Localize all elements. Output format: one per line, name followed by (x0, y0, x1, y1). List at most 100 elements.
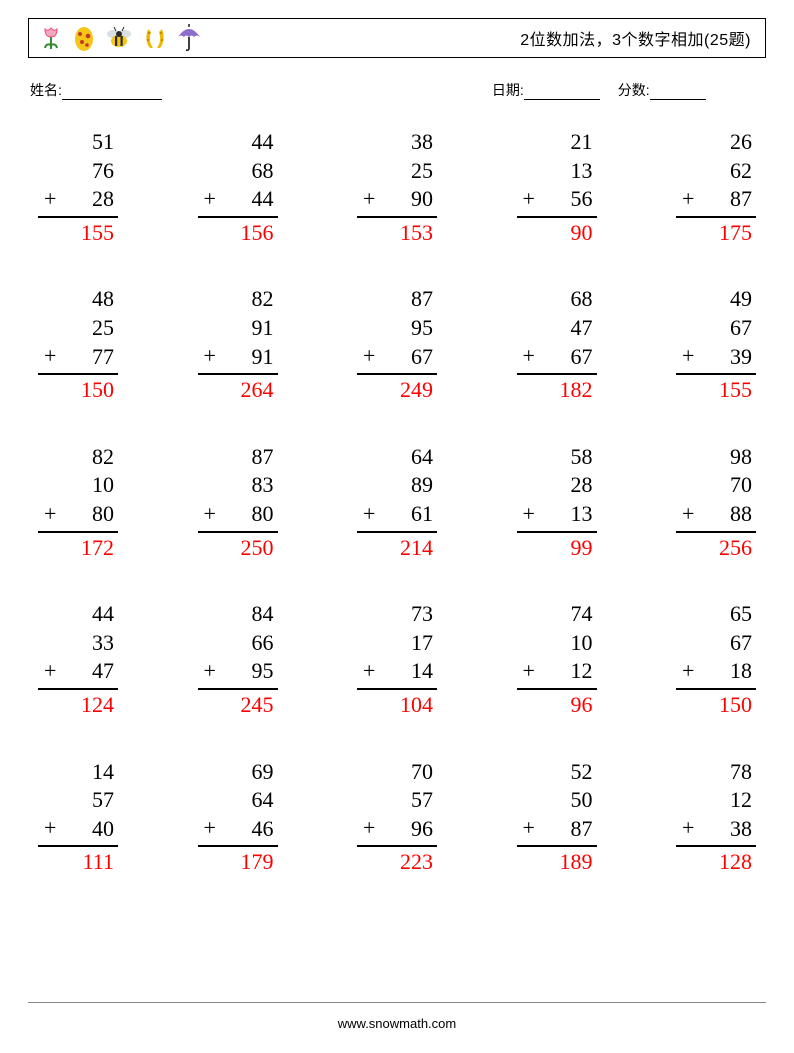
answer: 256 (676, 533, 756, 563)
problem: 8466+95245 (198, 600, 278, 719)
problem: 7410+1296 (517, 600, 597, 719)
worksheet-title: 2位数加法，3个数字相加(25题) (520, 26, 751, 50)
problem: 5176+28155 (38, 128, 118, 247)
addend-3: 14 (411, 657, 433, 686)
addend-3: 67 (571, 343, 593, 372)
addend-1: 64 (357, 443, 437, 472)
addend-3: 96 (411, 815, 433, 844)
addend-2: 10 (38, 471, 118, 500)
addend-3: 67 (411, 343, 433, 372)
operator: + (682, 660, 694, 686)
operator: + (204, 817, 216, 843)
operator: + (363, 817, 375, 843)
operator: + (523, 660, 535, 686)
addend-2: 70 (676, 471, 756, 500)
addend-last-line: +95 (198, 657, 278, 690)
addend-3: 12 (571, 657, 593, 686)
problem: 6847+67182 (517, 285, 597, 404)
addend-3: 91 (252, 343, 274, 372)
addend-last-line: +96 (357, 815, 437, 848)
addend-1: 51 (38, 128, 118, 157)
date-field: 日期: (492, 80, 600, 100)
answer: 245 (198, 690, 278, 720)
operator: + (682, 817, 694, 843)
operator: + (44, 660, 56, 686)
operator: + (363, 503, 375, 529)
addend-1: 82 (198, 285, 278, 314)
addend-2: 68 (198, 157, 278, 186)
answer: 189 (517, 847, 597, 877)
ladybug-icon (71, 23, 97, 53)
addend-last-line: +14 (357, 657, 437, 690)
operator: + (682, 345, 694, 371)
answer: 172 (38, 533, 118, 563)
page-divider (28, 1002, 766, 1003)
problem-row: 4433+471248466+952457317+141047410+12966… (38, 600, 756, 719)
addend-last-line: +38 (676, 815, 756, 848)
addend-last-line: +56 (517, 185, 597, 218)
operator: + (44, 817, 56, 843)
addend-3: 44 (252, 185, 274, 214)
addend-1: 87 (198, 443, 278, 472)
operator: + (44, 503, 56, 529)
addend-3: 61 (411, 500, 433, 529)
operator: + (523, 345, 535, 371)
addend-last-line: +40 (38, 815, 118, 848)
addend-2: 89 (357, 471, 437, 500)
problem: 7057+96223 (357, 758, 437, 877)
problem: 8783+80250 (198, 443, 278, 562)
addend-2: 12 (676, 786, 756, 815)
addend-3: 88 (730, 500, 752, 529)
info-row: 姓名: 日期: 分数: (28, 80, 766, 100)
addend-1: 65 (676, 600, 756, 629)
name-line[interactable] (62, 83, 162, 100)
addend-2: 83 (198, 471, 278, 500)
operator: + (363, 188, 375, 214)
answer: 249 (357, 375, 437, 405)
problem: 5828+1399 (517, 443, 597, 562)
addend-last-line: +67 (517, 343, 597, 376)
problems-grid: 5176+281554468+441563825+901532113+56902… (28, 128, 766, 877)
addend-1: 21 (517, 128, 597, 157)
operator: + (204, 660, 216, 686)
answer: 214 (357, 533, 437, 563)
addend-2: 25 (357, 157, 437, 186)
addend-1: 78 (676, 758, 756, 787)
addend-last-line: +61 (357, 500, 437, 533)
addend-3: 87 (571, 815, 593, 844)
addend-last-line: +39 (676, 343, 756, 376)
operator: + (44, 345, 56, 371)
answer: 90 (517, 218, 597, 248)
problem: 2662+87175 (676, 128, 756, 247)
answer: 104 (357, 690, 437, 720)
addend-2: 67 (676, 629, 756, 658)
score-field: 分数: (618, 80, 706, 100)
answer: 175 (676, 218, 756, 248)
addend-1: 73 (357, 600, 437, 629)
addend-3: 38 (730, 815, 752, 844)
addend-3: 39 (730, 343, 752, 372)
problem: 7317+14104 (357, 600, 437, 719)
addend-2: 57 (357, 786, 437, 815)
date-line[interactable] (524, 83, 600, 100)
operator: + (523, 188, 535, 214)
problem-row: 4825+771508291+912648795+672496847+67182… (38, 285, 756, 404)
addend-2: 66 (198, 629, 278, 658)
header-box: 2位数加法，3个数字相加(25题) (28, 18, 766, 58)
addend-1: 69 (198, 758, 278, 787)
addend-last-line: +90 (357, 185, 437, 218)
horseshoe-icon (141, 23, 169, 53)
operator: + (204, 345, 216, 371)
addend-3: 90 (411, 185, 433, 214)
addend-1: 74 (517, 600, 597, 629)
addend-1: 84 (198, 600, 278, 629)
addend-last-line: +91 (198, 343, 278, 376)
addend-1: 26 (676, 128, 756, 157)
date-label: 日期: (492, 80, 524, 100)
addend-2: 28 (517, 471, 597, 500)
operator: + (204, 503, 216, 529)
addend-last-line: +87 (676, 185, 756, 218)
score-line[interactable] (650, 83, 706, 100)
operator: + (682, 188, 694, 214)
operator: + (523, 817, 535, 843)
